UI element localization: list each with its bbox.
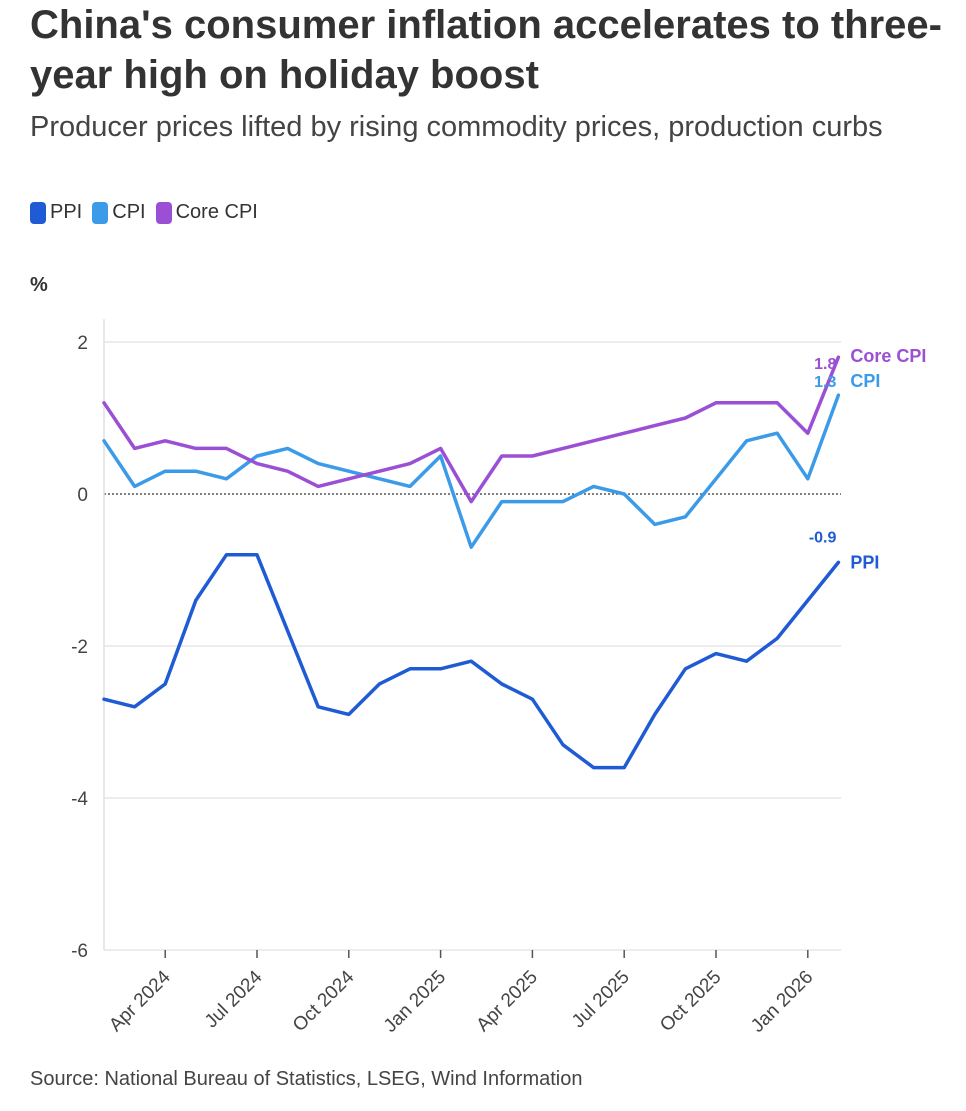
end-label-ppi: PPI <box>850 552 879 572</box>
source-note: Source: National Bureau of Statistics, L… <box>30 1068 583 1090</box>
x-tick-label: Jan 2026 <box>747 967 817 1037</box>
end-label-cpi: CPI <box>850 371 880 391</box>
last-value-label-ppi: -0.9 <box>809 529 837 546</box>
x-tick-label: Oct 2025 <box>656 967 725 1036</box>
y-tick-label: -6 <box>71 941 88 962</box>
legend-item-core-cpi: Core CPI <box>155 201 258 224</box>
x-tick-label: Jan 2025 <box>380 967 450 1037</box>
last-value-label-cpi: 1.3 <box>814 374 836 391</box>
y-tick-label: 0 <box>77 485 88 506</box>
legend-swatch-ppi <box>30 201 46 224</box>
y-tick-label: -4 <box>71 789 88 810</box>
series-line-ppi <box>102 553 841 770</box>
end-label-core-cpi: Core CPI <box>850 346 926 366</box>
series-line-cpi <box>102 393 841 549</box>
legend-label-cpi: CPI <box>112 201 146 223</box>
y-tick-label: -2 <box>71 637 88 658</box>
legend-item-cpi: CPI <box>92 201 146 224</box>
line-chart: 2 0 -2 -4 -6 Apr 2024 Jul 2024 Oct 2024 Jan 2025… <box>71 319 926 1037</box>
chart-subtitle: Producer prices lifted by rising commodi… <box>30 111 883 143</box>
x-tick-label: Jul 2025 <box>568 967 634 1033</box>
y-tick-label: 2 <box>77 333 88 354</box>
x-tick-label: Jul 2024 <box>201 966 267 1032</box>
series-line-core-cpi <box>102 355 841 504</box>
legend-swatch-cpi <box>92 201 109 224</box>
legend-label-ppi: PPI <box>50 201 83 223</box>
x-tick-label: Apr 2025 <box>473 967 542 1036</box>
legend: PPI CPI Core CPI <box>30 201 268 224</box>
y-axis-unit: % <box>30 274 48 296</box>
legend-label-core-cpi: Core CPI <box>175 201 258 223</box>
x-tick-label: Oct 2024 <box>289 966 359 1036</box>
legend-item-ppi: PPI <box>30 201 82 224</box>
x-tick-label: Apr 2024 <box>105 966 175 1036</box>
last-value-label-core-cpi: 1.8 <box>814 356 836 373</box>
chart-title: China's consumer inflation accelerates t… <box>30 3 942 97</box>
legend-swatch-core-cpi <box>155 201 172 224</box>
